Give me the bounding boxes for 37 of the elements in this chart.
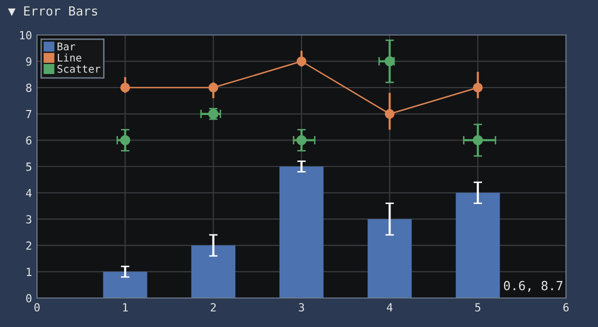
- x-tick-label: 3: [298, 303, 304, 312]
- legend-label: Bar: [58, 42, 76, 50]
- y-tick-label: 3: [26, 215, 32, 224]
- legend-label: Line: [58, 54, 82, 62]
- point: [296, 135, 307, 146]
- bar: [279, 166, 324, 298]
- bar: [103, 272, 148, 298]
- x-tick-label: 6: [563, 303, 569, 312]
- point: [384, 56, 395, 66]
- y-tick-label: 10: [20, 31, 32, 40]
- x-tick-label: 1: [123, 303, 128, 312]
- point: [472, 135, 483, 146]
- y-tick-label: 7: [26, 110, 32, 118]
- y-tick-label: 2: [26, 241, 32, 250]
- y-tick-label: 0: [26, 294, 32, 302]
- x-tick-label: 4: [386, 303, 392, 312]
- chart-title: ▼ Error Bars: [8, 6, 98, 16]
- y-tick-label: 9: [26, 57, 32, 66]
- y-tick-label: 6: [26, 136, 32, 145]
- y-tick-label: 1: [26, 268, 32, 276]
- point: [296, 56, 306, 66]
- annotation: 0.6, 8.7: [504, 280, 562, 292]
- y-tick-label: 4: [26, 188, 32, 198]
- point: [472, 82, 483, 92]
- x-tick-label: 5: [475, 303, 480, 312]
- point: [384, 109, 395, 119]
- bar: [456, 192, 500, 298]
- x-tick-label: 0: [34, 303, 40, 312]
- legend-label: Scatter: [58, 64, 100, 73]
- bar: [191, 245, 236, 298]
- point: [208, 82, 218, 92]
- x-tick-label: 2: [210, 303, 216, 312]
- point: [120, 135, 130, 146]
- y-tick-label: 8: [26, 84, 32, 92]
- bar: [368, 219, 412, 298]
- point: [120, 82, 130, 92]
- y-tick-label: 5: [26, 162, 32, 171]
